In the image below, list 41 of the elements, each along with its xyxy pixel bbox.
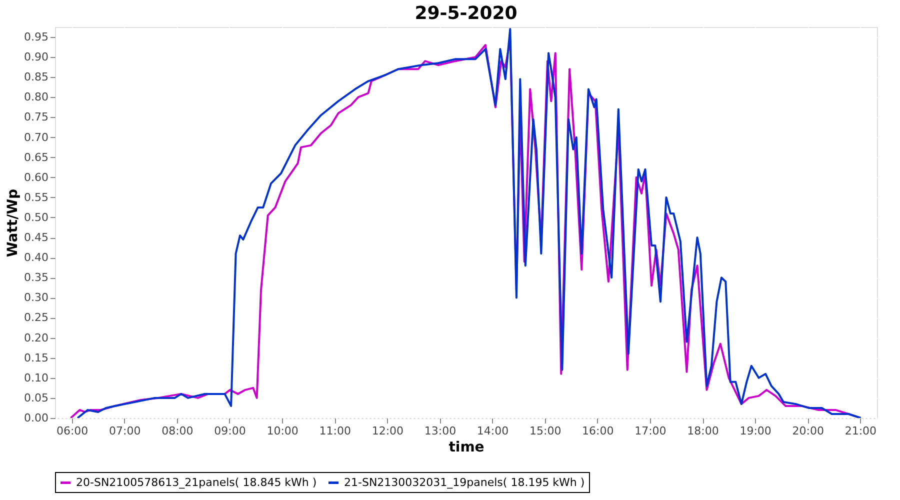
x-tick-label: 15:00 — [529, 424, 562, 438]
y-tick-label: 0.10 — [24, 371, 48, 384]
x-tick-label: 10:00 — [266, 424, 298, 438]
legend-label: 21-SN2130032031_19panels( 18.195 kWh ) — [344, 476, 585, 489]
x-tick-label: 16:00 — [582, 424, 614, 438]
y-tick-label: 0.20 — [24, 331, 48, 344]
x-tick-label: 11:00 — [319, 424, 351, 438]
y-tick-label: 0.80 — [24, 90, 48, 104]
y-tick-label: 0.40 — [24, 251, 48, 264]
y-tick-label: 0.75 — [24, 110, 48, 124]
y-tick-label: 0.30 — [24, 291, 48, 304]
y-tick-label: 0.25 — [24, 311, 48, 324]
y-tick-label: 0.85 — [24, 70, 48, 84]
y-tick-label: 0.60 — [24, 170, 48, 184]
y-tick-label: 0.55 — [24, 190, 48, 204]
x-tick-label: 19:00 — [740, 424, 772, 438]
y-tick-label: 0.35 — [24, 271, 48, 284]
y-tick-label: 0.05 — [24, 391, 48, 404]
y-tick-label: 0.65 — [24, 150, 48, 164]
y-tick-label: 0.90 — [24, 50, 48, 64]
x-tick-label: 06:00 — [56, 424, 88, 438]
y-tick-label: 0.00 — [24, 412, 48, 424]
y-tick-label: 0.70 — [24, 130, 48, 144]
x-tick-label: 17:00 — [634, 424, 666, 438]
legend-label: 20-SN2100578613_21panels( 18.845 kWh ) — [76, 476, 317, 489]
y-tick-label: 0.15 — [24, 351, 48, 364]
y-tick-label: 0.95 — [24, 30, 48, 44]
x-tick-label: 09:00 — [214, 424, 246, 438]
y-axis-title: Watt/Wp — [5, 188, 22, 258]
y-tick-label: 0.50 — [24, 210, 48, 224]
x-tick-label: 08:00 — [162, 424, 194, 438]
x-tick-label: 12:00 — [372, 424, 404, 438]
chart-title: 29-5-2020 — [414, 3, 518, 24]
y-tick-label: 0.45 — [24, 231, 48, 244]
x-tick-label: 20:00 — [792, 424, 824, 438]
x-tick-label: 07:00 — [109, 424, 141, 438]
x-axis-title: time — [448, 440, 484, 456]
x-tick-label: 21:00 — [844, 424, 877, 438]
x-tick-label: 13:00 — [424, 424, 456, 438]
x-tick-label: 14:00 — [476, 424, 509, 438]
x-tick-label: 18:00 — [687, 424, 719, 438]
